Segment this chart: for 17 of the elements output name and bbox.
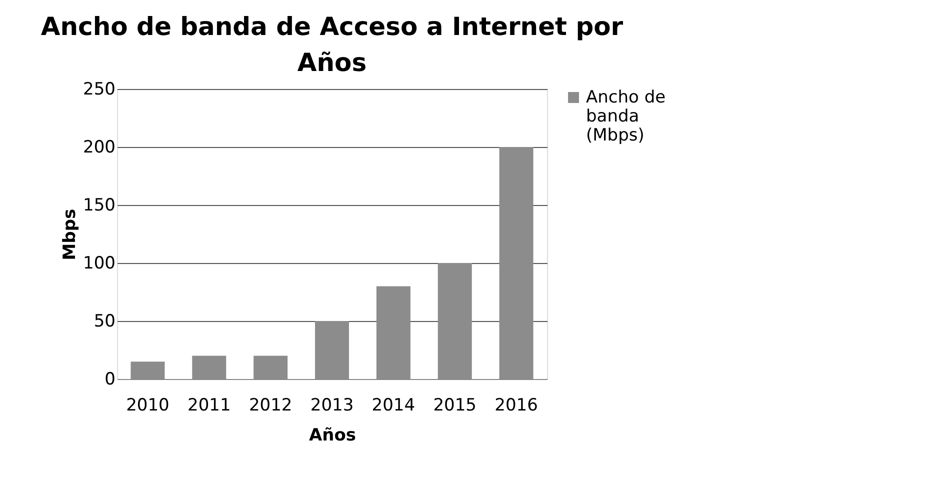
x-tick-label: 2014: [372, 396, 416, 416]
x-tick-label: 2013: [310, 396, 354, 416]
x-tick-label: 2012: [248, 396, 292, 416]
x-tick-label: 2015: [433, 396, 476, 416]
y-tick-label: 150: [83, 196, 116, 216]
y-axis-title: Mbps: [60, 208, 80, 260]
y-tick-label: 0: [104, 370, 116, 390]
x-tick-label: 2010: [126, 396, 170, 416]
x-axis-title: Años: [308, 426, 356, 446]
legend-label: Ancho de banda (Mbps): [586, 88, 666, 146]
y-tick-label: 250: [83, 80, 116, 100]
x-tick-label: 2011: [188, 396, 231, 416]
y-tick-label: 50: [94, 312, 116, 332]
y-tick-label: 200: [83, 138, 116, 158]
x-tick-label: 2016: [494, 396, 538, 416]
y-tick-label: 100: [83, 254, 116, 274]
chart-title: Ancho de banda de Acceso a Internet por Años: [40, 12, 624, 77]
